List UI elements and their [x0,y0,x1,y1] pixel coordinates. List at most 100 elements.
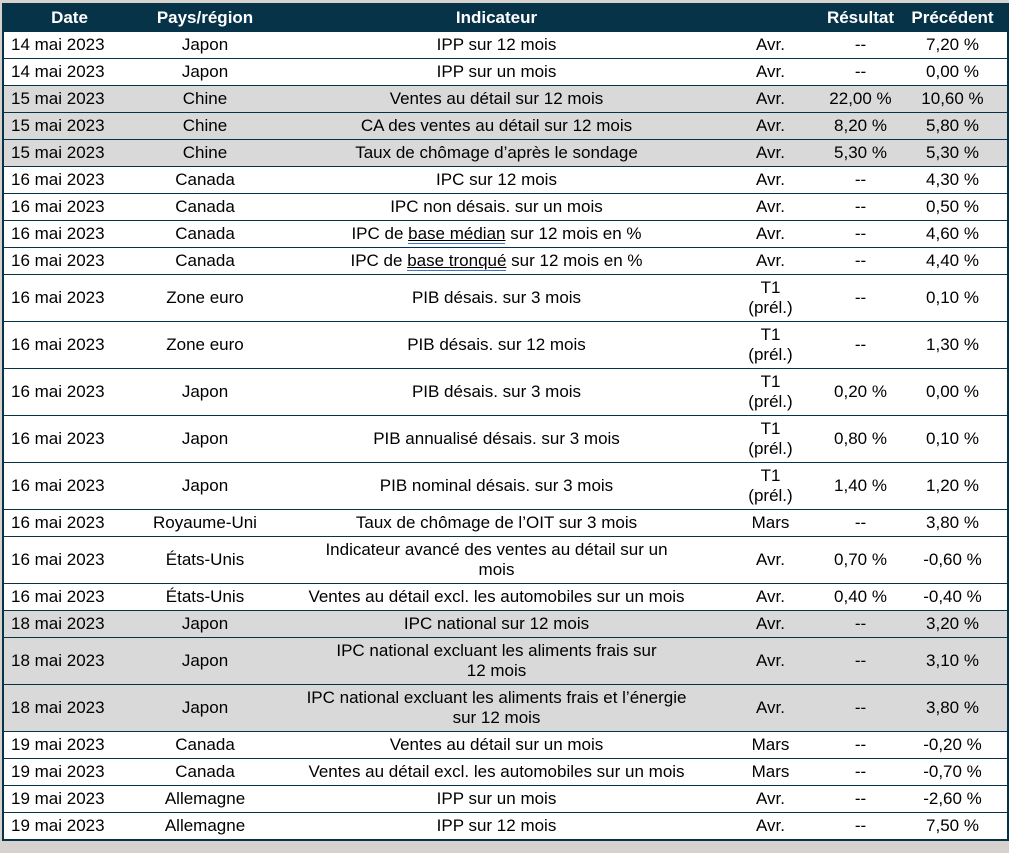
period-cell: Mars [718,508,823,536]
table-row: 16 mai 2023 Canada IPC non désais. sur un … [3,192,1008,220]
date-cell: 18 mai 2023 [3,609,135,637]
table-row: 14 mai 2023 Japon IPP sur 12 mois Avr. -- 7,2… [3,30,1008,58]
result-cell: 8,20 % [823,111,898,139]
result-cell: 1,40 % [823,461,898,509]
date-cell: 19 mai 2023 [3,757,135,785]
table-row: 16 mai 2023 États-Unis Ventes au détail ex… [3,582,1008,610]
period-cell: Avr. [718,219,823,247]
previous-cell: -2,60 % [898,784,1008,812]
date-cell: 16 mai 2023 [3,320,135,368]
result-cell: -- [823,273,898,321]
result-cell: -- [823,508,898,536]
result-cell: 0,40 % [823,582,898,610]
table-row: 18 mai 2023 Japon IPC national sur 12 mois… [3,609,1008,637]
period-cell: Avr. [718,535,823,583]
previous-cell: 10,60 % [898,84,1008,112]
region-cell: Canada [135,219,275,247]
result-cell: 0,20 % [823,367,898,415]
indicator-cell: PIB désais. sur 3 mois [275,273,718,321]
period-cell: Avr. [718,30,823,58]
date-cell: 15 mai 2023 [3,111,135,139]
column-header-previous: Précédent [898,4,1008,31]
economic-calendar-table: Date Pays/région Indicateur Résultat Pré… [2,3,1009,841]
previous-cell: -0,70 % [898,757,1008,785]
table-row: 16 mai 2023 Zone euro PIB désais. sur 3 mo… [3,273,1008,321]
date-cell: 18 mai 2023 [3,636,135,684]
date-cell: 19 mai 2023 [3,811,135,840]
previous-cell: -0,60 % [898,535,1008,583]
period-cell: Avr. [718,683,823,731]
region-cell: Japon [135,414,275,462]
indicator-cell: Ventes au détail sur 12 mois [275,84,718,112]
table-row: 19 mai 2023 Allemagne IPP sur un mois Avr. -… [3,784,1008,812]
table-row: 16 mai 2023 Canada IPC de base tronqué sur… [3,246,1008,274]
region-cell: Chine [135,111,275,139]
date-cell: 16 mai 2023 [3,414,135,462]
date-cell: 16 mai 2023 [3,273,135,321]
period-cell: Avr. [718,57,823,85]
region-cell: Canada [135,192,275,220]
previous-cell: 0,10 % [898,414,1008,462]
result-cell: -- [823,320,898,368]
previous-cell: 7,20 % [898,30,1008,58]
column-header-result: Résultat [823,4,898,31]
indicator-cell: IPP sur un mois [275,784,718,812]
indicator-cell: PIB nominal désais. sur 3 mois [275,461,718,509]
table-row: 14 mai 2023 Japon IPP sur un mois Avr. -- 0,0… [3,57,1008,85]
table-row: 16 mai 2023 Japon PIB annualisé désais. su… [3,414,1008,462]
period-cell: Avr. [718,246,823,274]
table-row: 19 mai 2023 Canada Ventes au détail sur un… [3,730,1008,758]
result-cell: 0,70 % [823,535,898,583]
column-header-region: Pays/région [135,4,275,31]
region-cell: Japon [135,57,275,85]
header-row: Date Pays/région Indicateur Résultat Pré… [3,4,1008,31]
period-cell: T1 (prél.) [718,273,823,321]
period-cell: T1 (prél.) [718,367,823,415]
indicator-cell: Indicateur avancé des ventes au détail s… [275,535,718,583]
column-header-date: Date [3,4,135,31]
region-cell: Zone euro [135,320,275,368]
date-cell: 16 mai 2023 [3,535,135,583]
period-cell: Avr. [718,636,823,684]
indicator-cell: IPC national excluant les aliments frais… [275,636,718,684]
table-row: 16 mai 2023 Japon PIB nominal désais. sur … [3,461,1008,509]
result-cell: 22,00 % [823,84,898,112]
previous-cell: -0,20 % [898,730,1008,758]
region-cell: Chine [135,138,275,166]
period-cell: Avr. [718,811,823,840]
previous-cell: 1,30 % [898,320,1008,368]
date-cell: 16 mai 2023 [3,246,135,274]
previous-cell: 0,50 % [898,192,1008,220]
indicator-cell: IPC national excluant les aliments frais… [275,683,718,731]
result-cell: 0,80 % [823,414,898,462]
date-cell: 14 mai 2023 [3,30,135,58]
region-cell: Allemagne [135,784,275,812]
previous-cell: 3,80 % [898,508,1008,536]
linked-term[interactable]: base tronqué [407,250,507,271]
table-row: 16 mai 2023 Japon PIB désais. sur 3 mois T1… [3,367,1008,415]
previous-cell: 0,00 % [898,367,1008,415]
linked-term[interactable]: base médian [408,223,506,244]
result-cell: -- [823,730,898,758]
indicator-cell: Ventes au détail sur un mois [275,730,718,758]
region-cell: Japon [135,367,275,415]
previous-cell: 3,20 % [898,609,1008,637]
period-cell: Avr. [718,165,823,193]
indicator-cell: IPC de base tronqué sur 12 mois en % [275,246,718,274]
date-cell: 16 mai 2023 [3,582,135,610]
indicator-cell: IPP sur un mois [275,57,718,85]
table-row: 18 mai 2023 Japon IPC national excluant le… [3,683,1008,731]
period-cell: Mars [718,757,823,785]
column-header-indicator: Indicateur [275,4,718,31]
result-cell: -- [823,57,898,85]
period-cell: Avr. [718,609,823,637]
table-row: 18 mai 2023 Japon IPC national excluant le… [3,636,1008,684]
date-cell: 19 mai 2023 [3,784,135,812]
date-cell: 16 mai 2023 [3,219,135,247]
table-row: 16 mai 2023 Zone euro PIB désais. sur 12 m… [3,320,1008,368]
indicator-cell: IPC sur 12 mois [275,165,718,193]
region-cell: Chine [135,84,275,112]
previous-cell: 4,60 % [898,219,1008,247]
indicator-cell: IPC de base médian sur 12 mois en % [275,219,718,247]
period-cell: Avr. [718,192,823,220]
